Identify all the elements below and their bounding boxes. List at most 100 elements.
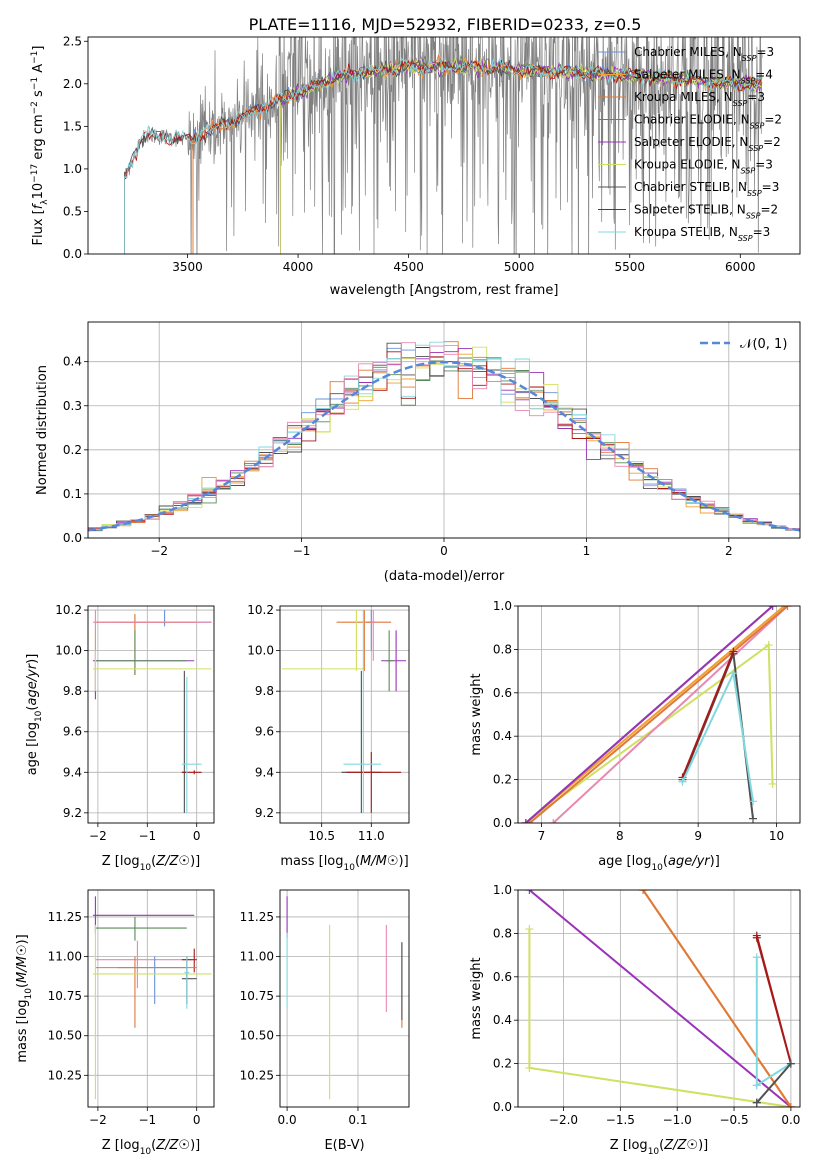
weight-line [681, 651, 735, 778]
y-tick-label: 10.50 [48, 1029, 82, 1043]
y-tick-label: 9.4 [63, 765, 82, 779]
x-tick-label: −2 [89, 829, 107, 843]
y-tick-label: 0.0 [63, 531, 82, 545]
y-tick-label: 0.8 [493, 642, 512, 656]
weight-marker [678, 777, 687, 786]
weight-marker [768, 606, 777, 610]
weight-marker [749, 814, 757, 823]
y-tick-label: 11.25 [48, 910, 82, 924]
y-tick-label: 10.0 [247, 644, 274, 658]
x-tick-label: −1 [138, 1113, 156, 1127]
panel-weight_vs_Z: −2.0 −1.5 −1.0 −0.5 0.0 0.0 0.2 0.4 0.6 0.8 1.0 Z [… [469, 883, 800, 1157]
y-tick-label: 0.6 [493, 686, 512, 700]
legend-entry: Kroupa STELIB, NSSP=3 [634, 225, 770, 243]
y-tick-label: 9.6 [63, 725, 82, 739]
y-tick-label: 0.0 [493, 1100, 512, 1114]
plot-area-spectrum [124, 37, 763, 254]
y-tick-label: 2.0 [63, 77, 82, 91]
x-tick-label: 2 [725, 544, 733, 558]
y-tick-label: 9.8 [63, 684, 82, 698]
axes-frame [87, 889, 215, 1108]
axes-frame [517, 605, 801, 824]
y-tick-label: 0.2 [493, 773, 512, 787]
x-tick-label: −0.5 [719, 1113, 748, 1127]
weight-line [755, 957, 792, 1088]
y-tick-label: 10.75 [48, 989, 82, 1003]
x-axis-label: E(B-V) [324, 1138, 364, 1153]
x-tick-label: 5000 [504, 260, 535, 274]
axes-frame [87, 605, 215, 824]
series-salpeter-stelib [124, 59, 762, 254]
x-tick-label: −2.0 [549, 1113, 578, 1127]
legend-entry: Chabrier ELODIE, NSSP=2 [634, 113, 782, 131]
y-axis-label: mass weight [469, 673, 484, 755]
weight-marker [752, 931, 761, 940]
weight-marker [549, 819, 558, 823]
weight-marker [749, 797, 757, 806]
x-tick-label: −1.5 [606, 1113, 635, 1127]
x-tick-label: 6000 [725, 260, 756, 274]
legend-entry: Kroupa MILES, NSSP=3 [634, 90, 765, 108]
normal-curve [88, 360, 800, 532]
legend-entry: 𝒩(0, 1) [740, 337, 787, 352]
y-tick-label: 0.6 [493, 970, 512, 984]
y-tick-label: 1.0 [493, 883, 512, 897]
axes-frame [87, 321, 801, 539]
panel-mass_vs_Z: −2 −1 0 10.25 10.50 10.75 11.00 11.25 Z [log10(Z… [15, 889, 215, 1157]
x-axis-label: mass [log10(M/M☉)] [280, 854, 408, 873]
x-tick-label: 4500 [393, 260, 424, 274]
y-tick-label: 10.0 [55, 644, 82, 658]
x-tick-label: 1 [583, 544, 591, 558]
histogram-kroupa-stelib [88, 341, 800, 538]
y-tick-label: 0.0 [63, 247, 82, 261]
weight-line [642, 890, 792, 1107]
weight-line [552, 606, 789, 823]
panel-age_vs_Z: −2 −1 0 9.2 9.4 9.6 9.8 10.0 10.2 Z [log10(Z/Z☉)]… [25, 603, 215, 873]
y-tick-label: 9.4 [255, 765, 274, 779]
y-tick-label: 11.00 [48, 950, 82, 964]
y-tick-label: 0.5 [63, 204, 82, 218]
panel-mass_vs_ebv: 0.0 0.1 10.25 10.50 10.75 11.00 11.25 E(B-V) [240, 889, 410, 1153]
y-tick-label: 0.3 [63, 399, 82, 413]
weight-marker [639, 890, 648, 894]
y-tick-label: 10.2 [55, 603, 82, 617]
weight-line [528, 890, 792, 1107]
y-tick-label: 1.5 [63, 119, 82, 133]
x-axis-label: Z [log10(Z/Z☉)] [610, 1138, 708, 1157]
legend-entry: Chabrier MILES, NSSP=3 [634, 45, 774, 63]
x-tick-label: −1 [138, 829, 156, 843]
y-axis-label: Normed distribution [35, 365, 50, 495]
plot-area-weight_vs_age [521, 606, 792, 823]
weight-line [528, 929, 792, 1107]
y-axis-label: mass [log10(M/M☉)] [15, 934, 34, 1062]
series-chabrier-elodie [279, 54, 763, 254]
x-axis-label: age [log10(age/yr)] [598, 854, 720, 873]
x-tick-label: −2 [89, 1113, 107, 1127]
plot-area-mass_vs_ebv [286, 896, 403, 1100]
axes-frame [87, 36, 801, 255]
x-axis-label: Z [log10(Z/Z☉)] [102, 1138, 200, 1157]
x-tick-label: 3500 [172, 260, 203, 274]
histogram-pink [88, 342, 800, 538]
x-tick-label: 7 [538, 829, 546, 843]
weight-line [525, 606, 774, 823]
axes-frame [279, 889, 410, 1108]
x-tick-label: 0.0 [781, 1113, 800, 1127]
x-tick-label: 0.0 [278, 1113, 297, 1127]
weight-marker [729, 669, 738, 678]
y-tick-label: 0.8 [493, 926, 512, 940]
weight-marker [752, 1081, 761, 1090]
y-tick-label: 0.4 [493, 729, 512, 743]
y-tick-label: 0.1 [63, 487, 82, 501]
legend-entry: Kroupa ELODIE, NSSP=3 [634, 158, 773, 176]
y-tick-label: 10.50 [240, 1029, 274, 1043]
x-axis-label: (data-model)/error [384, 569, 505, 584]
legend-entry: Chabrier STELIB, NSSP=3 [634, 180, 779, 198]
weight-line [529, 606, 789, 823]
weight-marker [752, 953, 761, 962]
legend-entry: Salpeter ELODIE, NSSP=2 [634, 135, 781, 153]
y-tick-label: 9.2 [63, 806, 82, 820]
y-tick-label: 10.25 [240, 1068, 274, 1082]
weight-marker [768, 779, 777, 788]
panel-weight_vs_age: 7 8 9 10 0.0 0.2 0.4 0.6 0.8 1.0 age [log10(age/yr… [469, 599, 801, 873]
